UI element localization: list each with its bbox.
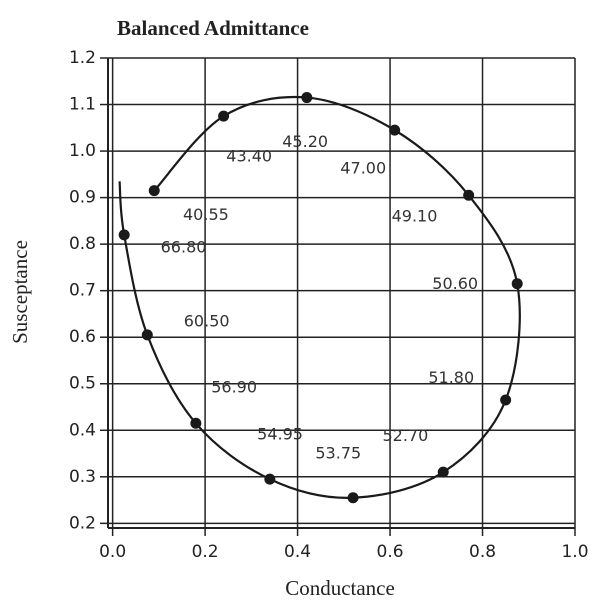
y-tick-label: 0.4 [69, 420, 96, 440]
y-tick-label: 0.8 [69, 234, 96, 254]
point [301, 92, 313, 104]
point-label: 53.75 [315, 444, 361, 463]
y-tick-label: 0.6 [69, 327, 96, 347]
x-tick-label: 0.8 [469, 542, 496, 562]
y-tick-label: 1.0 [69, 141, 96, 161]
point [218, 110, 230, 122]
point-label: 40.55 [183, 205, 229, 224]
admittance-curve [118, 95, 521, 499]
point-label: 47.00 [340, 158, 386, 177]
point-label: 56.90 [211, 377, 257, 396]
y-tick-label: 0.9 [69, 188, 96, 208]
x-tick-label: 0.4 [284, 542, 311, 562]
x-tick-label: 0.0 [99, 542, 126, 562]
chart-title: Balanced Admittance [117, 16, 309, 40]
y-tick-label: 1.2 [69, 48, 96, 68]
point-label: 54.95 [257, 424, 303, 443]
y-tick-label: 0.5 [69, 374, 96, 394]
point [148, 185, 160, 197]
point [500, 394, 512, 406]
point [118, 229, 130, 241]
x-axis-label: Conductance [285, 576, 395, 600]
point [190, 417, 202, 429]
point-label: 60.50 [184, 311, 230, 330]
point-label: 49.10 [392, 207, 438, 226]
point [389, 124, 401, 136]
y-tick-label: 1.1 [69, 95, 96, 115]
x-tick-label: 1.0 [561, 542, 588, 562]
x-tick-label: 0.6 [377, 542, 404, 562]
point [463, 189, 475, 201]
point-label: 66.80 [161, 237, 207, 256]
y-tick-label: 0.3 [69, 467, 96, 487]
point-label: 52.70 [382, 426, 428, 445]
y-tick-label: 0.7 [69, 281, 96, 301]
point [511, 278, 523, 290]
y-axis-label: Susceptance [8, 240, 32, 344]
point-label: 45.20 [282, 132, 328, 151]
point-label: 43.40 [226, 147, 272, 166]
point [437, 466, 449, 478]
point [264, 473, 276, 485]
x-tick-label: 0.2 [192, 542, 219, 562]
point [141, 329, 153, 341]
point [347, 492, 359, 504]
y-tick-label: 0.2 [69, 513, 96, 533]
point-label: 51.80 [428, 368, 474, 387]
point-label: 50.60 [432, 274, 478, 293]
